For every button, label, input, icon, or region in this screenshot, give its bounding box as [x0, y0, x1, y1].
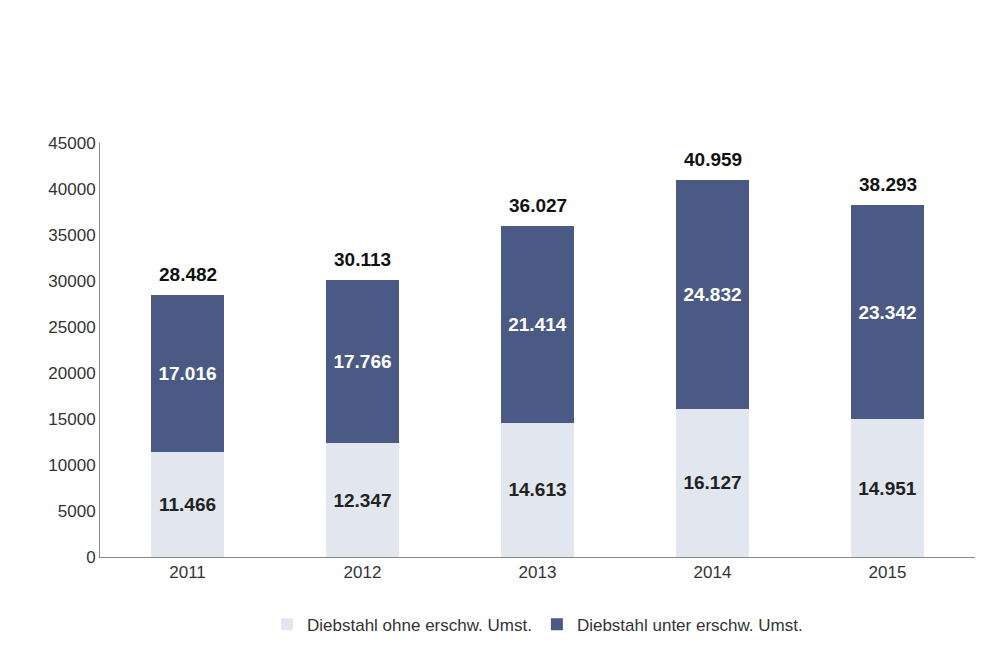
- svg-text:5000: 5000: [58, 502, 96, 521]
- svg-text:14.613: 14.613: [508, 479, 566, 500]
- svg-text:40.959: 40.959: [684, 149, 742, 170]
- svg-text:17.766: 17.766: [333, 351, 391, 372]
- svg-text:Diebstahl ohne erschw. Umst.: Diebstahl ohne erschw. Umst.: [307, 616, 532, 635]
- svg-text:24.832: 24.832: [683, 284, 741, 305]
- svg-text:21.414: 21.414: [508, 314, 567, 335]
- svg-text:30000: 30000: [48, 272, 95, 291]
- svg-text:38.293: 38.293: [859, 174, 917, 195]
- svg-text:2015: 2015: [869, 563, 907, 582]
- svg-text:2013: 2013: [519, 563, 557, 582]
- svg-text:45000: 45000: [48, 134, 95, 153]
- svg-text:2012: 2012: [344, 563, 382, 582]
- svg-text:12.347: 12.347: [333, 490, 391, 511]
- svg-text:35000: 35000: [48, 226, 95, 245]
- svg-text:11.466: 11.466: [159, 494, 216, 515]
- svg-text:36.027: 36.027: [509, 195, 567, 216]
- svg-text:0: 0: [86, 548, 95, 567]
- svg-text:10000: 10000: [48, 456, 95, 475]
- svg-text:14.951: 14.951: [858, 478, 917, 499]
- svg-text:17.016: 17.016: [158, 363, 216, 384]
- svg-text:30.113: 30.113: [334, 249, 391, 270]
- svg-text:2014: 2014: [694, 563, 732, 582]
- svg-text:15000: 15000: [48, 410, 95, 429]
- svg-text:16.127: 16.127: [683, 472, 741, 493]
- svg-text:25000: 25000: [48, 318, 95, 337]
- svg-text:40000: 40000: [48, 180, 95, 199]
- svg-text:20000: 20000: [48, 364, 95, 383]
- svg-text:2011: 2011: [169, 563, 206, 582]
- svg-text:23.342: 23.342: [858, 302, 916, 323]
- svg-text:28.482: 28.482: [159, 264, 217, 285]
- svg-text:Diebstahl unter erschw. Umst.: Diebstahl unter erschw. Umst.: [577, 616, 803, 635]
